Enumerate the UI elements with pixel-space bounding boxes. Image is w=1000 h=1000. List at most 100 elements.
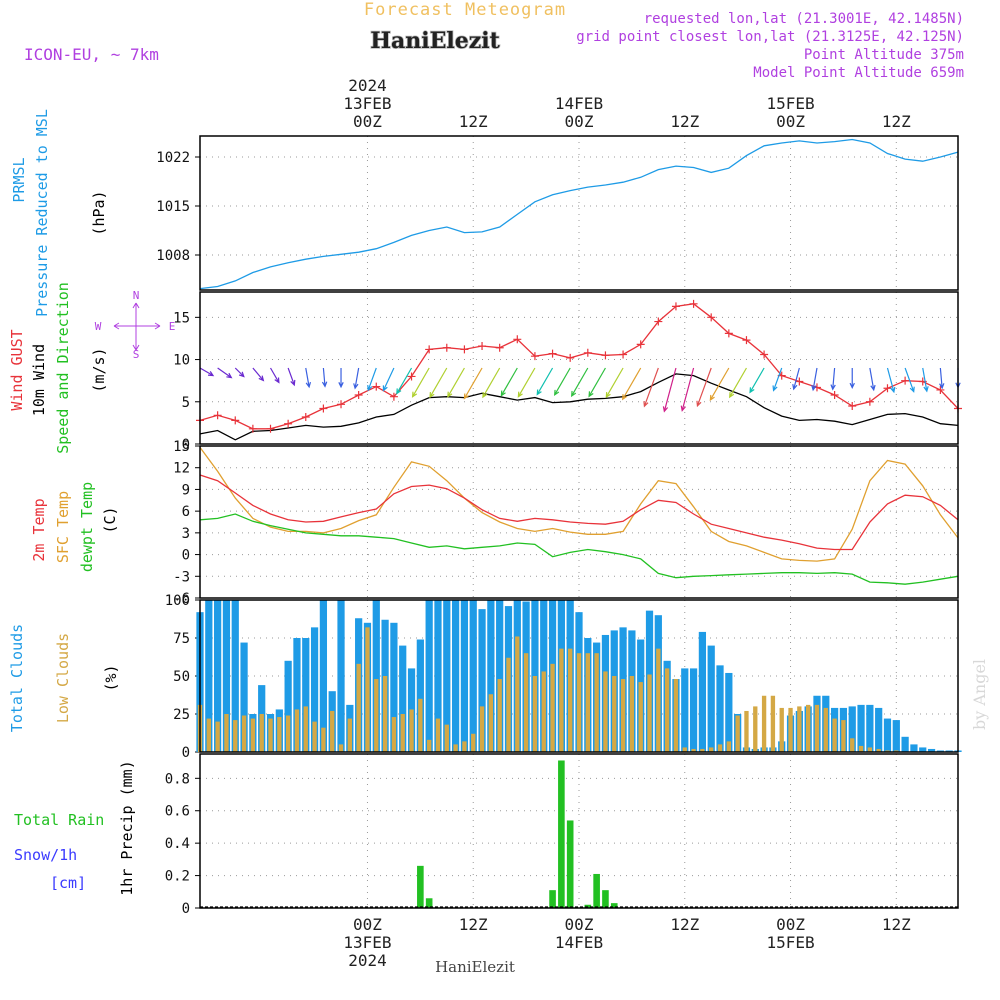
low-cloud-bar [770,695,776,752]
low-cloud-bar [259,714,264,752]
low-cloud-bar [814,704,820,752]
low-cloud-bar [532,676,538,752]
rain-bar [602,890,609,908]
wind-arrow [321,367,328,388]
low-cloud-bar [664,668,670,752]
gust-marker [724,329,733,338]
y-tick-label: -3 [173,569,190,585]
time-hh-top: 00Z [776,112,805,131]
low-cloud-bar [233,720,238,752]
time-hh-bottom: 12Z [459,915,488,934]
point-altitude: Point Altitude 375m [804,47,964,63]
total-cloud-bar [451,600,460,752]
total-cloud-bar [460,600,469,752]
gust-marker [654,317,663,326]
rain-bar [610,903,618,908]
gust-marker [636,340,645,349]
gust-marker [513,335,522,344]
rain-bar [558,760,565,908]
y-tick-label: 15 [173,439,190,455]
low-cloud-bar [797,706,802,752]
low-cloud-bar [338,744,344,752]
low-cloud-bar [629,676,635,752]
gust-marker [389,392,398,401]
total-cloud-bar [240,642,248,752]
total-cloud-bar [293,638,301,752]
time-date-top: 15FEB [766,94,814,113]
total-cloud-bar [302,638,310,752]
low-cloud-bar [620,679,626,752]
y-tick-label: 12 [173,461,190,477]
wind-arrow [217,367,233,379]
low-cloud-bar [717,744,723,752]
panel-frame [199,445,959,599]
wind-arrow [680,367,695,412]
time-hh-bottom: 12Z [882,915,911,934]
wind-arrow [269,367,280,384]
wind-arrow [849,368,855,390]
model-altitude: Model Point Altitude 659m [753,65,964,81]
label-low-clouds: Low Clouds [54,633,72,723]
total-cloud-bar [910,744,918,752]
low-cloud-bar [647,674,652,752]
compass-w: W [95,320,102,333]
gust-marker [830,391,839,400]
total-cloud-bar [390,622,398,752]
total-cloud-bar [284,660,292,752]
low-cloud-bar [471,733,476,752]
low-cloud-bar [330,710,335,752]
wind-arrow [605,367,624,399]
wind-arrow [939,367,945,390]
wind-arrow [662,367,677,413]
total-cloud-bar [883,718,892,752]
total-cloud-bar [231,600,239,752]
time-year-top: 2024 [348,76,387,95]
low-cloud-bar [409,709,414,752]
forecast-title: Forecast Meteogram [364,0,566,20]
low-cloud-bar [224,714,229,752]
label-10m-wind: 10m Wind [30,344,48,416]
dewpoint-line [199,513,959,585]
gust-marker [619,350,628,359]
low-cloud-bar [453,744,458,752]
low-cloud-bar [321,727,326,752]
rain-bar [425,898,433,908]
wind-arrow [447,367,465,398]
total-cloud-bar [875,707,883,752]
gust-marker [354,391,363,400]
low-cloud-bar [682,747,687,752]
low-cloud-bar [832,718,837,752]
low-cloud-bar [753,706,758,752]
wind-arrow [305,367,312,389]
low-cloud-bar [612,676,617,752]
gust-marker [865,397,874,406]
low-cloud-bar [559,648,564,752]
unit-hpa: (hPa) [90,190,108,235]
low-cloud-bar [735,715,740,752]
total-cloud-bar [478,609,486,752]
low-cloud-bar [656,648,661,752]
low-cloud-bar [700,748,705,752]
total-cloud-bar [945,750,953,752]
wind-arrow [621,367,642,401]
label-speed-direction: Speed and Direction [54,282,72,454]
gust-marker [689,299,698,308]
y-tick-label: 1022 [156,150,190,166]
y-tick-label: 0 [182,548,190,564]
low-cloud-bar [277,717,282,752]
low-cloud-bar [488,694,494,752]
label-total-clouds: Total Clouds [8,624,26,732]
total-cloud-bar [707,645,715,752]
wind-arrow [234,367,245,378]
low-cloud-bar [594,653,599,752]
low-cloud-bar [638,682,643,752]
panel-temperature: -6 -3 0 3 6 9 12 15 2m Temp SFC Temp dewpt Temp (C) [30,439,959,607]
low-cloud-bar [876,748,881,752]
wind-arrow [396,367,413,395]
time-date-bottom: 15FEB [766,933,814,952]
y-tick-label: 0.8 [165,771,190,787]
wind-arrow [886,367,896,394]
t2m-line [199,474,959,551]
low-cloud-bar [294,709,300,752]
